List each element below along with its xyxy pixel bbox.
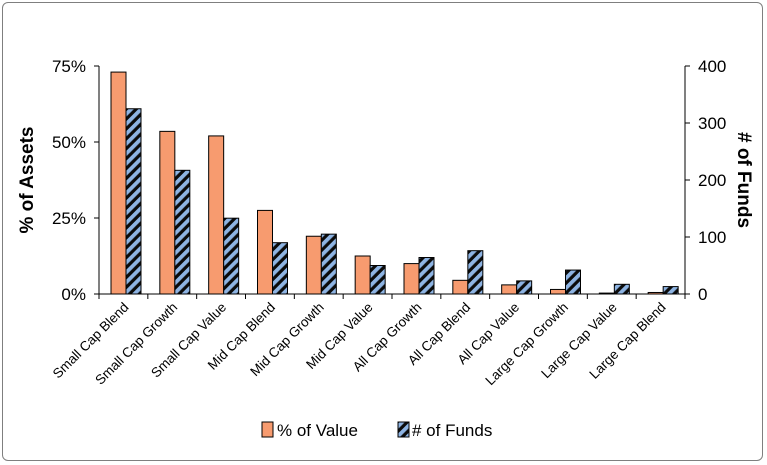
bar-number-of-funds [467,250,484,295]
bar-number-of-funds [320,233,337,295]
bar-percent-of-value [208,135,225,295]
legend-swatch-number-of-funds [397,421,410,438]
bar-percent-of-value [305,235,322,295]
bar-percent-of-value [257,209,273,295]
x-tick-label: Small Cap Growth [92,300,180,388]
series-number-of-funds [125,108,679,295]
left-tick-label: 75% [52,57,86,76]
bar-percent-of-value [550,288,566,295]
left-axis-ticks: 0% 25% 50% 75% [52,57,99,304]
legend: % of Value # of Funds [261,421,492,440]
x-tick-label: Large Cap Growth [482,300,571,389]
right-tick-label: 400 [698,57,726,76]
bar-number-of-funds [662,286,679,295]
bar-number-of-funds [272,242,288,295]
right-tick-label: 200 [698,171,726,190]
bar-percent-of-value [452,279,469,295]
bar-percent-of-value [110,71,127,295]
chart-frame [2,2,763,461]
right-tick-label: 100 [698,228,726,247]
bar-number-of-funds [565,269,581,295]
series-percent-of-value [110,71,664,295]
bar-percent-of-value [403,263,420,295]
left-tick-label: 0% [61,285,86,304]
bar-number-of-funds [223,217,240,295]
left-tick-label: 50% [52,133,86,152]
right-axis-title: # of Funds [733,132,754,228]
legend-label-number-of-funds: # of Funds [412,421,492,440]
left-axis-title: % of Assets [17,127,38,234]
bar-percent-of-value [501,284,518,295]
bar-percent-of-value [159,130,176,295]
right-tick-label: 0 [698,285,707,304]
bar-number-of-funds [613,283,630,295]
bar-number-of-funds [516,280,533,295]
legend-swatch-percent-of-value [261,421,274,438]
legend-label-percent-of-value: % of Value [277,421,358,440]
left-tick-label: 25% [52,209,86,228]
x-axis-ticks [98,294,686,299]
right-tick-label: 300 [698,114,726,133]
bar-percent-of-value [354,255,371,295]
bar-number-of-funds [174,169,191,295]
right-axis-ticks: 0 100 200 300 400 [685,57,726,304]
bar-number-of-funds [125,108,142,295]
bar-number-of-funds [369,265,386,295]
bar-number-of-funds [418,257,435,295]
